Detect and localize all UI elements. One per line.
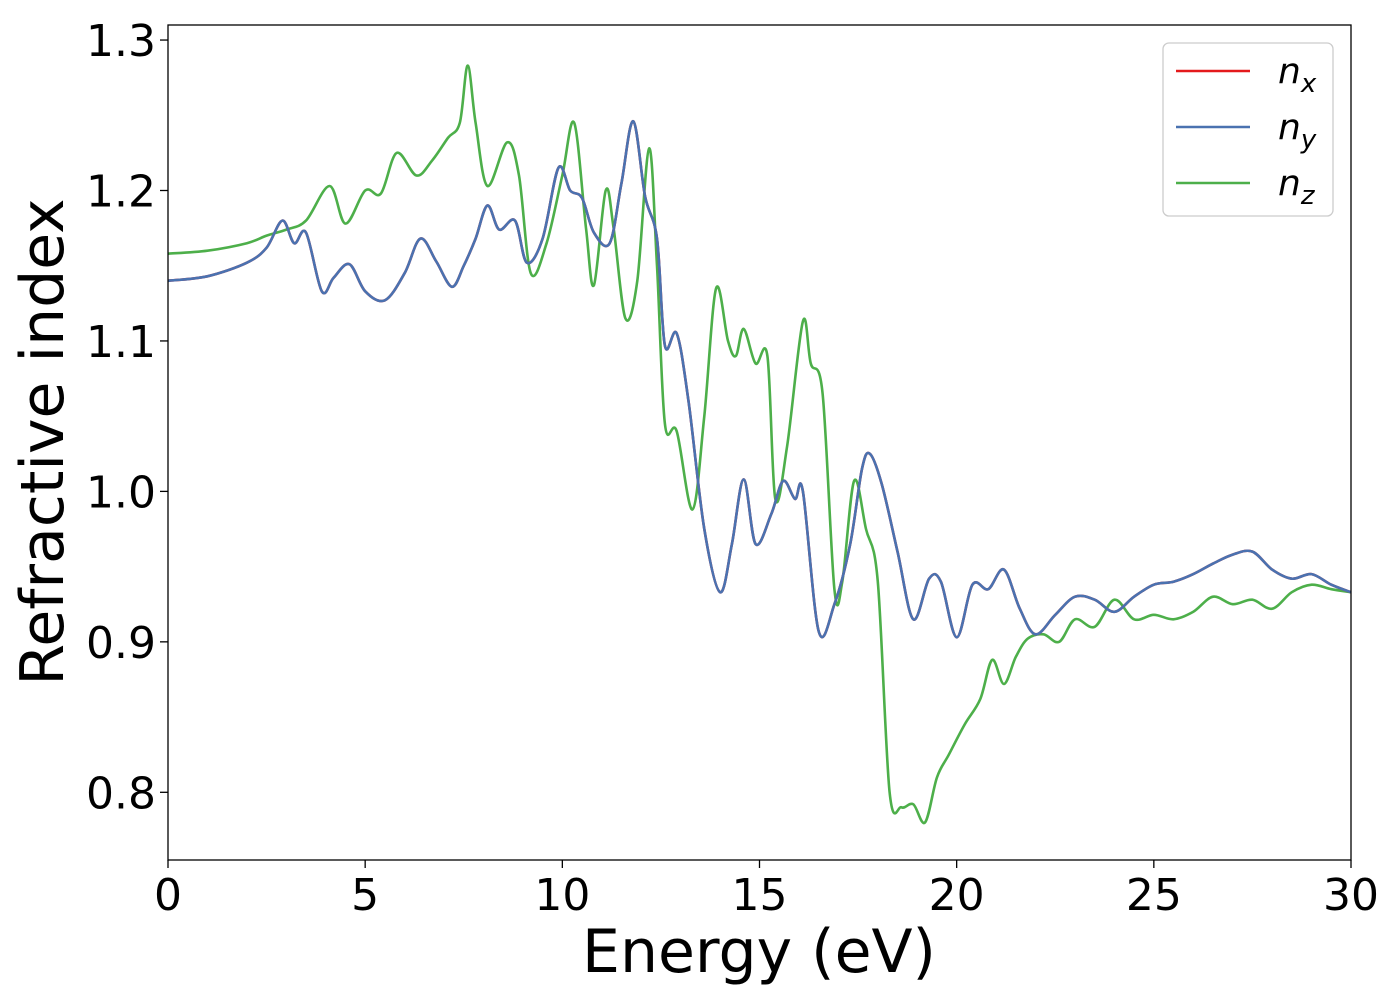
legend: nx ny nz bbox=[1162, 42, 1334, 217]
x-axis-label: Energy (eV) bbox=[582, 917, 936, 987]
legend-label-z: nz bbox=[1278, 163, 1316, 211]
x-tick-label: 25 bbox=[1126, 870, 1182, 921]
y-tick-label: 1.1 bbox=[86, 317, 156, 368]
series-line-y bbox=[168, 119, 1351, 639]
legend-label-x: nx bbox=[1278, 51, 1317, 99]
x-tick-label: 5 bbox=[351, 870, 379, 921]
y-axis: 0.8 0.9 1.0 1.1 1.2 1.3 bbox=[86, 16, 168, 819]
x-axis: 0 5 10 15 20 25 30 bbox=[154, 860, 1379, 921]
y-tick-label: 0.9 bbox=[86, 618, 156, 669]
y-tick-label: 1.2 bbox=[86, 166, 156, 217]
x-tick-label: 30 bbox=[1323, 870, 1379, 921]
series-layer bbox=[168, 64, 1351, 825]
legend-label-y: ny bbox=[1278, 107, 1317, 155]
x-tick-label: 0 bbox=[154, 870, 182, 921]
series-line-z bbox=[168, 64, 1351, 825]
y-axis-label: Refractive index bbox=[8, 198, 78, 685]
y-tick-label: 0.8 bbox=[86, 768, 156, 819]
y-tick-label: 1.3 bbox=[86, 16, 156, 67]
x-tick-label: 10 bbox=[534, 870, 590, 921]
x-tick-label: 20 bbox=[929, 870, 985, 921]
x-tick-label: 15 bbox=[732, 870, 788, 921]
y-tick-label: 1.0 bbox=[86, 467, 156, 518]
legend-box bbox=[1162, 42, 1334, 217]
